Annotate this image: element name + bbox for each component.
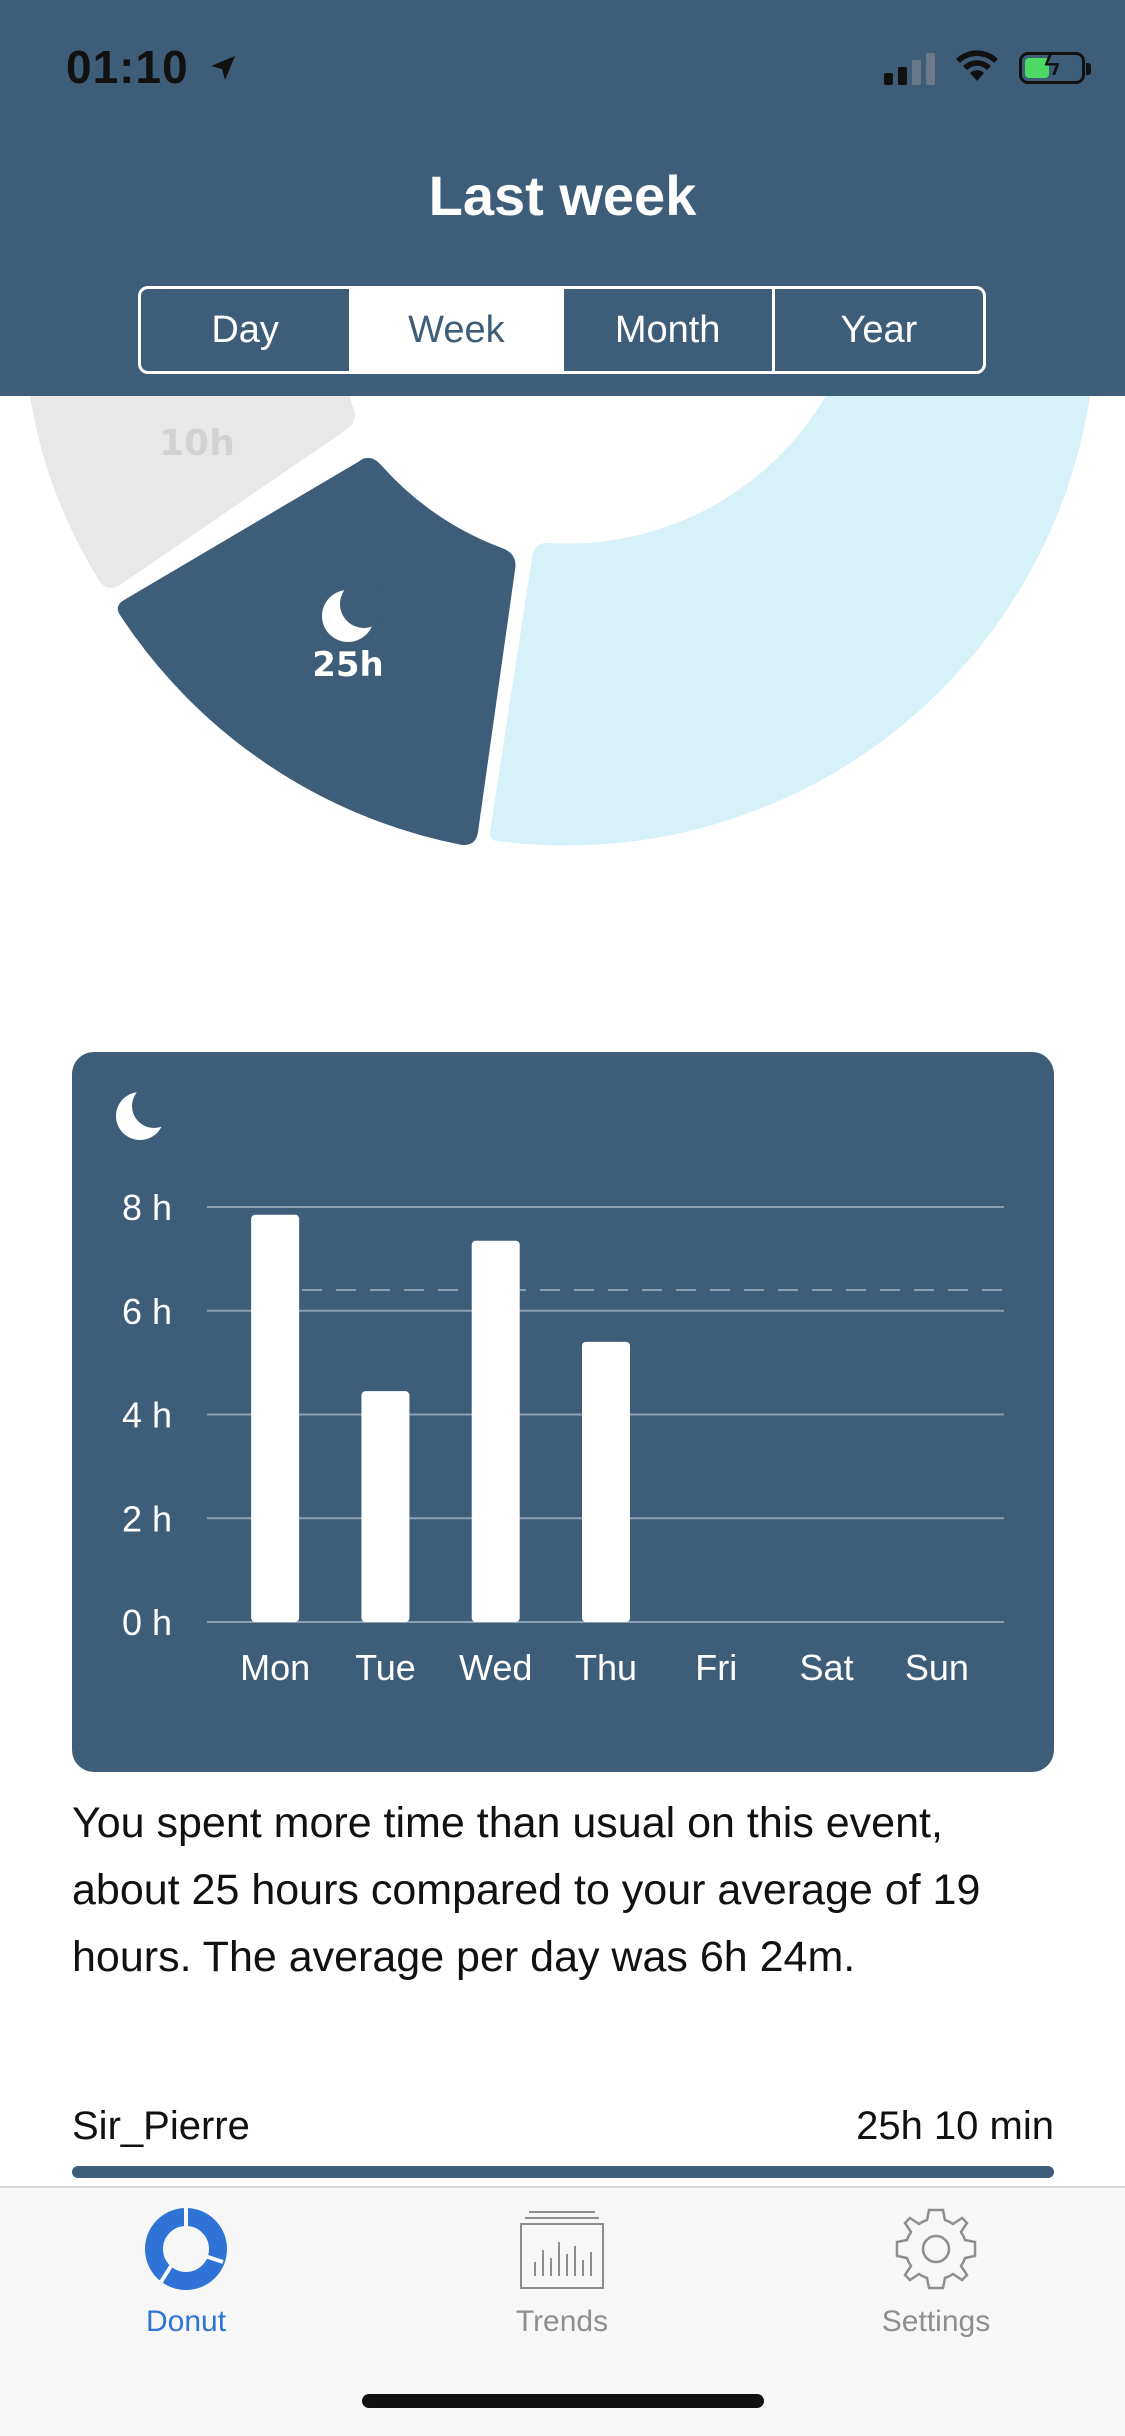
donut-segment-other (489, 396, 1090, 846)
home-indicator (362, 2394, 764, 2408)
summary-text: You spent more time than usual on this e… (72, 1799, 981, 1981)
gear-icon (893, 2208, 979, 2296)
week-bar-chart-card: 0 h 2 h 4 h 6 h 8 h Mon Tue Wed Thu Fri Sat Sun (72, 1052, 1054, 1772)
page-title: Last week (428, 164, 697, 227)
item-value: 25h 10 min (856, 2104, 1054, 2148)
donut-highlight-label: 25h (312, 645, 384, 685)
segment-month[interactable]: Month (564, 289, 775, 371)
cellular-signal-icon (884, 51, 935, 85)
y-tick-label: 6 h (122, 1291, 172, 1332)
bar-mon[interactable] (251, 1214, 300, 1622)
trends-icon (519, 2211, 605, 2296)
tab-donut[interactable]: Donut (76, 2206, 296, 2339)
moon-icon (322, 580, 388, 642)
x-tick-label: Wed (459, 1647, 532, 1688)
donut-segment-faded (30, 396, 355, 588)
list-item[interactable]: Sir_Pierre 25h 10 min (72, 2104, 1054, 2164)
segment-week[interactable]: Week (352, 289, 564, 371)
x-tick-label: Fri (695, 1647, 737, 1688)
segment-day[interactable]: Day (141, 289, 353, 371)
x-tick-label: Tue (355, 1647, 416, 1688)
bar-chart: 0 h 2 h 4 h 6 h 8 h Mon Tue Wed Thu Fri Sat Sun (116, 1084, 1004, 1688)
tab-settings-label: Settings (881, 2305, 991, 2338)
segment-year[interactable]: Year (840, 308, 918, 351)
x-tick-label: Mon (240, 1647, 310, 1688)
y-tick-label: 2 h (122, 1498, 172, 1539)
bar-wed[interactable] (471, 1240, 520, 1622)
donut-segment-highlight (117, 457, 516, 846)
y-tick-label: 4 h (122, 1395, 172, 1436)
donut-faded-label: 10h (159, 423, 235, 464)
item-progress-bar (72, 2166, 1054, 2178)
status-time: 01:10 (66, 40, 238, 94)
donut-chart[interactable]: 10h 25h (0, 396, 1125, 876)
x-tick-label: Sat (800, 1647, 854, 1688)
battery-icon: ϟ (1019, 51, 1091, 84)
status-icons: ϟ (884, 48, 1091, 88)
moon-icon (116, 1084, 176, 1140)
donut-icon (143, 2208, 229, 2296)
tab-trends[interactable]: Trends (452, 2206, 672, 2339)
location-arrow-icon (208, 40, 238, 94)
tab-donut-label: Donut (145, 2305, 227, 2338)
period-segmented-control: Day Week Month Year (138, 286, 986, 374)
item-name: Sir_Pierre (72, 2104, 250, 2148)
header: 01:10 ϟ Last week Day Week Month Year (0, 0, 1125, 396)
bar-tue[interactable] (361, 1391, 410, 1622)
tab-trends-label: Trends (515, 2305, 609, 2338)
y-tick-label: 0 h (122, 1602, 172, 1643)
y-tick-label: 8 h (122, 1187, 172, 1228)
bar-thu[interactable] (582, 1341, 630, 1622)
x-tick-label: Thu (575, 1647, 637, 1688)
status-time-text: 01:10 (66, 41, 189, 93)
tab-settings[interactable]: Settings (826, 2206, 1046, 2339)
x-tick-label: Sun (905, 1647, 969, 1688)
wifi-icon (955, 49, 999, 88)
